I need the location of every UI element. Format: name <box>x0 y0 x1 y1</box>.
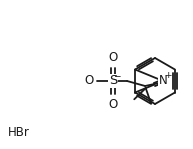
Text: O: O <box>108 51 118 64</box>
Text: +: + <box>164 70 172 80</box>
Text: O: O <box>108 98 118 111</box>
Text: N: N <box>159 73 168 87</box>
Text: O: O <box>85 74 94 87</box>
Text: −: − <box>113 72 121 80</box>
Text: HBr: HBr <box>8 125 30 139</box>
Text: S: S <box>109 74 117 87</box>
